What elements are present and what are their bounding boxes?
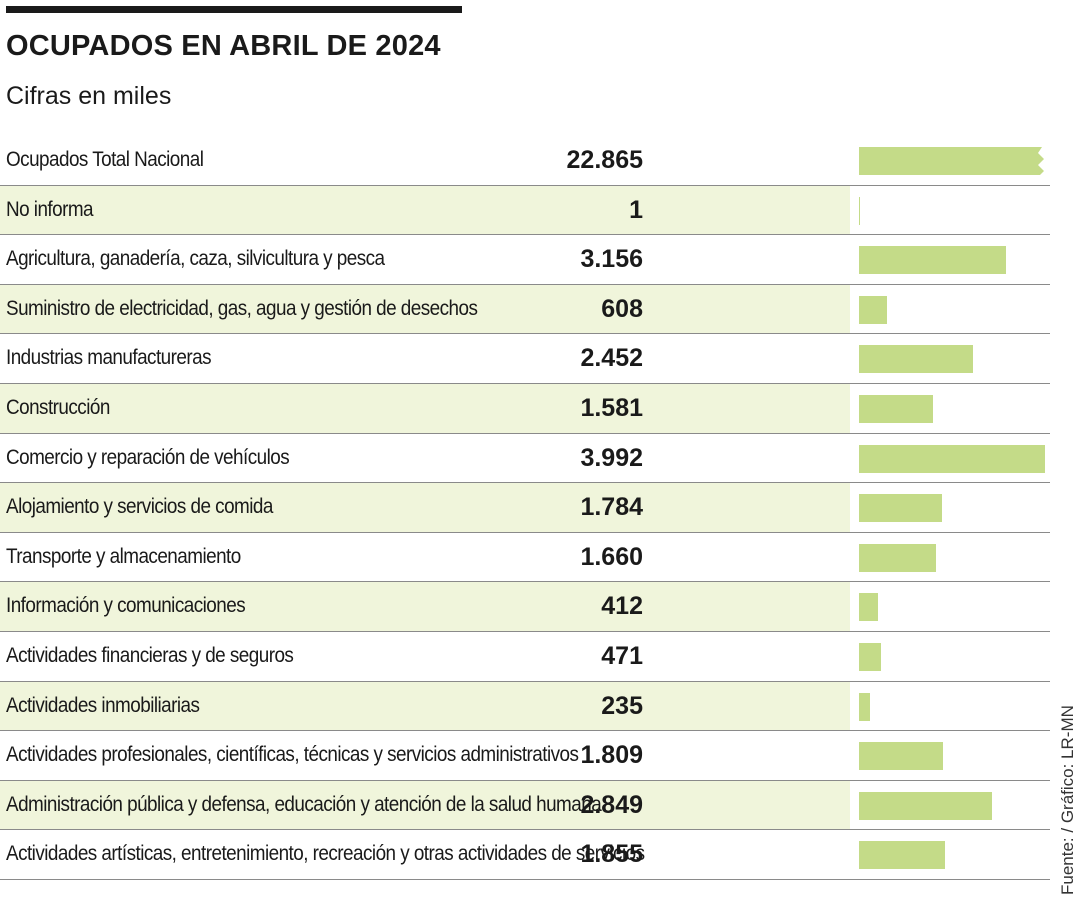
bar [859, 841, 946, 870]
table-row: Suministro de electricidad, gas, agua y … [0, 284, 1050, 335]
table-row: Actividades profesionales, científicas, … [0, 731, 1050, 781]
bar [859, 345, 974, 374]
bar-area [859, 632, 1050, 681]
category-label: Agricultura, ganadería, caza, silvicultu… [6, 247, 385, 271]
table-row: Actividades artísticas, entretenimiento,… [0, 830, 1050, 880]
source-note: Fuente: / Gráfico: LR-MN [1058, 705, 1077, 895]
row-label-cell: Transporte y almacenamiento 1.660 [0, 533, 850, 582]
axis-break-icon [1038, 147, 1050, 175]
chart-title: OCUPADOS EN ABRIL DE 2024 [6, 30, 441, 62]
bar [859, 742, 944, 771]
row-label-cell: Ocupados Total Nacional 22.865 [0, 136, 850, 185]
top-rule [6, 6, 462, 13]
bar-area [859, 434, 1050, 483]
row-label-cell: Comercio y reparación de vehículos 3.992 [0, 434, 850, 483]
value-label: 2.452 [580, 344, 643, 373]
row-label-cell: Información y comunicaciones 412 [0, 582, 850, 631]
category-label: Actividades profesionales, científicas, … [6, 743, 579, 767]
value-label: 471 [601, 641, 643, 670]
value-label: 1.784 [580, 493, 643, 522]
category-label: Transporte y almacenamiento [6, 544, 241, 568]
bar [859, 593, 879, 622]
chart-subtitle: Cifras en miles [6, 82, 172, 110]
value-label: 1.581 [580, 393, 643, 422]
row-label-cell: No informa 1 [0, 185, 850, 235]
bar-area [859, 285, 1050, 334]
bar-area [859, 731, 1050, 780]
row-label-cell: Construcción 1.581 [0, 383, 850, 433]
category-label: Ocupados Total Nacional [6, 148, 204, 171]
table-row: Transporte y almacenamiento 1.660 [0, 533, 1050, 583]
bar-area [859, 533, 1050, 582]
table-row: Comercio y reparación de vehículos 3.992 [0, 434, 1050, 484]
bar [859, 791, 992, 820]
bar-area [859, 830, 1050, 879]
bar-area [859, 582, 1050, 631]
value-label: 1.855 [580, 840, 643, 869]
row-label-cell: Suministro de electricidad, gas, agua y … [0, 284, 850, 334]
category-label: Información y comunicaciones [6, 594, 246, 618]
data-table: Ocupados Total Nacional 22.865 No informa 1… [0, 136, 1050, 880]
bar [859, 543, 937, 572]
table-row: Actividades inmobiliarias 235 [0, 681, 1050, 732]
bar [859, 196, 860, 225]
value-label: 2.849 [580, 790, 643, 819]
row-label-cell: Actividades financieras y de seguros 471 [0, 632, 850, 681]
bar [859, 642, 881, 671]
row-label-cell: Administración pública y defensa, educac… [0, 780, 850, 830]
value-label: 3.156 [580, 245, 643, 274]
category-label: Comercio y reparación de vehículos [6, 445, 290, 469]
category-label: Actividades financieras y de seguros [6, 643, 294, 667]
bar-area [859, 136, 1050, 185]
value-label: 1.809 [580, 741, 643, 770]
row-label-cell: Actividades inmobiliarias 235 [0, 681, 850, 731]
bar-area [859, 384, 1050, 433]
bar [859, 494, 943, 523]
value-label: 1.660 [580, 542, 643, 571]
row-label-cell: Actividades profesionales, científicas, … [0, 731, 850, 780]
category-label: Suministro de electricidad, gas, agua y … [6, 296, 478, 320]
table-row: Información y comunicaciones 412 [0, 582, 1050, 632]
row-label-cell: Industrias manufactureras 2.452 [0, 334, 850, 383]
category-label: Administración pública y defensa, educac… [6, 792, 602, 816]
bar [859, 692, 870, 721]
value-label: 235 [601, 691, 643, 720]
category-label: Alojamiento y servicios de comida [6, 495, 273, 519]
value-label: 1 [629, 195, 643, 224]
bar [859, 295, 888, 324]
table-row: Administración pública y defensa, educac… [0, 780, 1050, 831]
table-row: No informa 1 [0, 185, 1050, 236]
category-label: No informa [6, 197, 94, 221]
table-row: Industrias manufactureras 2.452 [0, 334, 1050, 384]
category-label: Actividades inmobiliarias [6, 693, 200, 717]
row-label-cell: Actividades artísticas, entretenimiento,… [0, 830, 850, 879]
category-label: Actividades artísticas, entretenimiento,… [6, 842, 645, 866]
table-row: Construcción 1.581 [0, 383, 1050, 434]
bar-area [859, 186, 1050, 235]
bar-area [859, 483, 1050, 532]
bar [859, 147, 1050, 175]
row-label-cell: Agricultura, ganadería, caza, silvicultu… [0, 235, 850, 284]
bar [859, 394, 933, 423]
row-label-cell: Alojamiento y servicios de comida 1.784 [0, 483, 850, 532]
value-label: 3.992 [580, 443, 643, 472]
table-row: Agricultura, ganadería, caza, silvicultu… [0, 235, 1050, 285]
table-row: Alojamiento y servicios de comida 1.784 [0, 483, 1050, 533]
bar [859, 444, 1045, 473]
value-label: 22.865 [566, 146, 643, 174]
bar-area [859, 781, 1050, 830]
bar [859, 246, 1007, 275]
value-label: 412 [601, 592, 643, 621]
category-label: Industrias manufactureras [6, 346, 212, 370]
value-label: 608 [601, 294, 643, 323]
table-row: Actividades financieras y de seguros 471 [0, 632, 1050, 682]
category-label: Construcción [6, 395, 110, 419]
bar-area [859, 334, 1050, 383]
bar-area [859, 235, 1050, 284]
table-row: Ocupados Total Nacional 22.865 [0, 136, 1050, 186]
bar-area [859, 682, 1050, 731]
